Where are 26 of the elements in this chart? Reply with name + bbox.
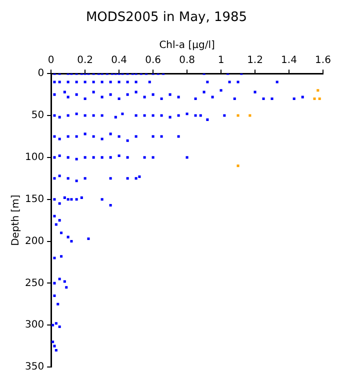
y-tick-label: 350 <box>24 362 44 373</box>
point <box>248 114 252 117</box>
x-tick-label: 0.4 <box>111 55 128 66</box>
point <box>236 164 240 168</box>
point <box>236 114 240 117</box>
x-tick-label: 0.2 <box>77 55 94 66</box>
y-tick-label: 0 <box>38 68 44 80</box>
y-tick-label: 50 <box>31 110 44 122</box>
x-tick-label: 0.6 <box>145 55 162 66</box>
y-tick-label: 300 <box>24 320 44 331</box>
x-axis-title: Chl-a [µg/l] <box>159 40 215 52</box>
x-tick-label: 1 <box>218 55 224 66</box>
y-tick-label: 150 <box>24 194 44 205</box>
x-tick-label: 1.6 <box>315 55 331 66</box>
chart-title: MODS2005 in May, 1985 <box>86 10 248 26</box>
point <box>316 89 320 92</box>
y-axis-title: Depth [m] <box>10 194 22 246</box>
x-tick-label: 0 <box>48 55 54 66</box>
y-tick-label: 200 <box>24 236 44 247</box>
point <box>313 97 316 100</box>
x-tick-label: 1.2 <box>247 55 263 66</box>
point <box>318 97 321 100</box>
y-tick-label: 100 <box>24 152 44 164</box>
y-tick-label: 250 <box>24 278 44 289</box>
x-tick-label: 0.8 <box>179 55 195 66</box>
x-tick-label: 1.4 <box>281 55 297 66</box>
